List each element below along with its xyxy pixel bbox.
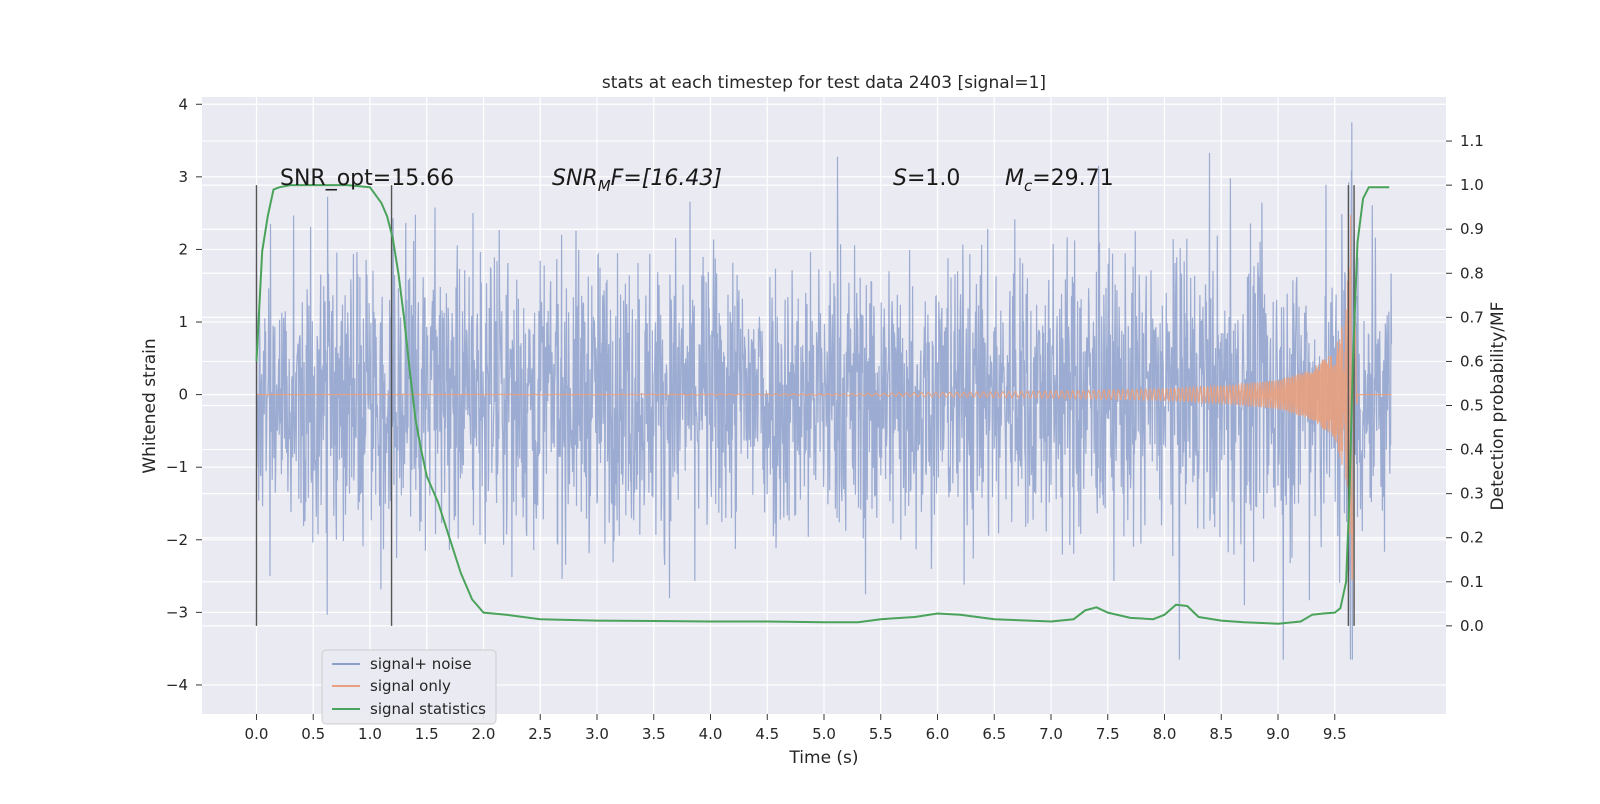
signal-statistics-line bbox=[255, 184, 1390, 625]
x-tick-label: 8.5 bbox=[1209, 725, 1233, 743]
y-left-tick-label: −4 bbox=[166, 676, 188, 694]
chart-title: stats at each timestep for test data 240… bbox=[602, 73, 1046, 93]
y-left-axis-ticks: −4 −3 −2 −1 0 1 2 3 4 bbox=[166, 95, 202, 694]
legend: signal+ noise signal only signal statist… bbox=[321, 649, 497, 725]
legend-label-signal-only: signal only bbox=[370, 677, 451, 695]
y-right-tick-label: 1.1 bbox=[1460, 132, 1484, 150]
x-tick-label: 2.0 bbox=[472, 725, 496, 743]
y-right-axis-ticks: 0.0 0.1 0.2 0.3 0.4 0.5 0.6 0.7 0.8 0.9 1.0 1.1 bbox=[1446, 132, 1484, 635]
vertical-markers bbox=[255, 185, 1355, 626]
x-tick-label: 7.5 bbox=[1096, 725, 1120, 743]
series-signal-only bbox=[256, 214, 1392, 581]
x-tick-label: 7.0 bbox=[1039, 725, 1063, 743]
series-signal-statistics bbox=[255, 184, 1390, 625]
y-left-axis-label: Whitened strain bbox=[140, 338, 160, 473]
y-right-tick-label: 0.8 bbox=[1460, 264, 1484, 282]
y-right-tick-label: 0.2 bbox=[1460, 529, 1484, 547]
x-tick-label: 3.0 bbox=[585, 725, 609, 743]
y-right-axis-label: Detection probability/MF bbox=[1488, 302, 1508, 511]
x-tick-label: 4.5 bbox=[755, 725, 779, 743]
x-tick-label: 6.5 bbox=[982, 725, 1006, 743]
y-right-tick-label: 0.7 bbox=[1460, 308, 1484, 326]
y-right-tick-label: 0.4 bbox=[1460, 441, 1484, 459]
x-tick-label: 3.5 bbox=[642, 725, 666, 743]
x-tick-label: 9.5 bbox=[1323, 725, 1347, 743]
y-right-tick-label: 1.0 bbox=[1460, 176, 1484, 194]
annotation-snr-opt: SNR_opt=15.66 bbox=[280, 166, 454, 191]
x-tick-label: 2.5 bbox=[528, 725, 552, 743]
x-tick-label: 1.5 bbox=[415, 725, 439, 743]
y-right-tick-label: 0.6 bbox=[1460, 352, 1484, 370]
y-left-tick-label: 2 bbox=[178, 240, 188, 258]
annotation-mc: Mc=29.71 bbox=[1005, 166, 1114, 195]
y-left-tick-label: 3 bbox=[178, 168, 188, 186]
x-tick-label: 0.0 bbox=[245, 725, 269, 743]
x-axis-ticks: 0.0 0.5 1.0 1.5 2.0 2.5 3.0 3.5 4.0 4.5 5.0 5.5 6.0 6… bbox=[245, 714, 1347, 743]
x-tick-label: 9.0 bbox=[1266, 725, 1290, 743]
legend-label-signal-statistics: signal statistics bbox=[370, 700, 486, 718]
y-left-tick-label: −2 bbox=[166, 531, 188, 549]
x-tick-label: 6.0 bbox=[926, 725, 950, 743]
y-right-tick-label: 0.3 bbox=[1460, 485, 1484, 503]
legend-label-signal-noise: signal+ noise bbox=[370, 655, 472, 673]
x-tick-label: 0.5 bbox=[301, 725, 325, 743]
y-left-tick-label: 1 bbox=[178, 313, 188, 331]
y-left-tick-label: 4 bbox=[178, 95, 188, 113]
y-right-tick-label: 0.1 bbox=[1460, 573, 1484, 591]
x-axis-label: Time (s) bbox=[788, 748, 858, 768]
y-right-tick-label: 0.5 bbox=[1460, 397, 1484, 415]
y-left-tick-label: 0 bbox=[178, 386, 188, 404]
signal-only-line bbox=[256, 214, 1392, 581]
y-right-tick-label: 0.0 bbox=[1460, 617, 1484, 635]
x-tick-label: 5.0 bbox=[812, 725, 836, 743]
y-right-tick-label: 0.9 bbox=[1460, 220, 1484, 238]
x-tick-label: 5.5 bbox=[869, 725, 893, 743]
x-tick-label: 8.0 bbox=[1153, 725, 1177, 743]
x-tick-label: 4.0 bbox=[699, 725, 723, 743]
annotation-s: S=1.0 bbox=[893, 166, 960, 191]
legend-box bbox=[321, 649, 497, 725]
x-tick-label: 1.0 bbox=[358, 725, 382, 743]
y-left-tick-label: −1 bbox=[166, 458, 188, 476]
y-left-tick-label: −3 bbox=[166, 603, 188, 621]
annotation-snr-mf: SNRMF=[16.43] bbox=[552, 166, 722, 195]
